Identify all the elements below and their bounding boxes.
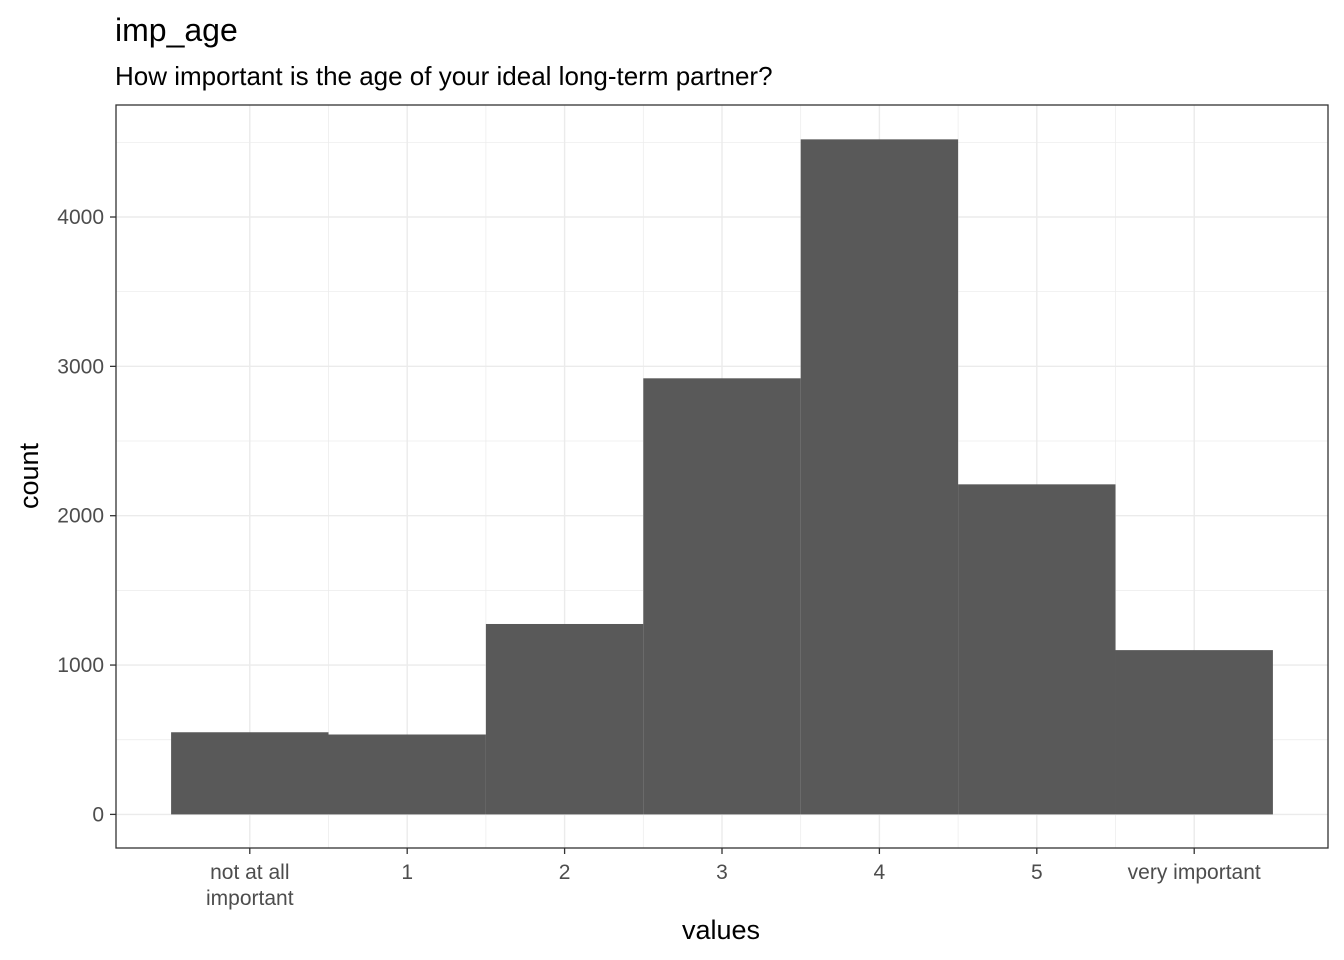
- x-tick-label-line: not at all: [210, 861, 289, 884]
- bar-2: [328, 734, 486, 815]
- x-tick-label: 5: [1031, 861, 1043, 884]
- y-tick-label: 1000: [57, 654, 104, 677]
- chart-subtitle: How important is the age of your ideal l…: [115, 61, 773, 91]
- axis-ticks: 0 1000 2000 3000 4000 not at all important 1 2 3 4…: [57, 206, 1261, 910]
- bar-6: [958, 484, 1116, 815]
- x-tick-label: 1: [401, 861, 413, 884]
- bar-3: [485, 623, 644, 815]
- y-tick-label: 2000: [57, 505, 104, 528]
- x-tick-label-line: 4: [874, 861, 886, 884]
- x-axis-label: values: [682, 915, 760, 945]
- x-tick-label-line: important: [206, 887, 294, 910]
- chart-title: imp_age: [115, 12, 238, 48]
- x-tick-label-line: 3: [716, 861, 728, 884]
- x-tick-label: not at all important: [206, 861, 294, 910]
- x-tick-label-line: 5: [1031, 861, 1043, 884]
- bar-7: [1115, 650, 1273, 815]
- x-tick-label: 2: [559, 861, 571, 884]
- y-tick-label: 4000: [57, 206, 104, 229]
- bar-5: [800, 139, 959, 815]
- x-tick-label-line: 1: [401, 861, 413, 884]
- bars: [171, 139, 1273, 815]
- x-tick-label-line: very important: [1128, 861, 1261, 884]
- bar-1: [171, 732, 329, 815]
- y-axis-label: count: [14, 442, 44, 509]
- x-tick-label-line: 2: [559, 861, 571, 884]
- x-tick-label: 3: [716, 861, 728, 884]
- bar-4: [643, 378, 801, 815]
- y-tick-label: 3000: [57, 355, 104, 378]
- y-tick-label: 0: [92, 803, 104, 826]
- x-tick-label: very important: [1128, 861, 1261, 884]
- x-tick-label: 4: [874, 861, 886, 884]
